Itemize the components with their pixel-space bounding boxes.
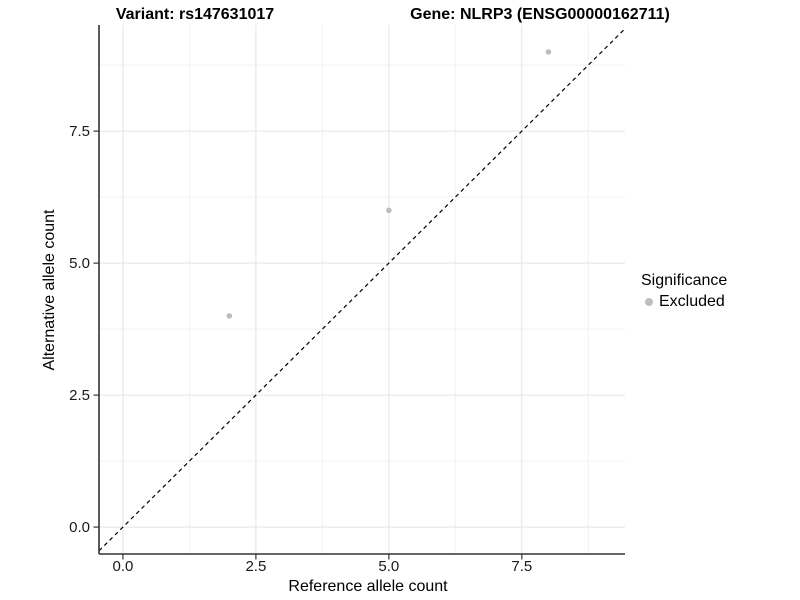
x-tick-label: 5.0 bbox=[378, 558, 399, 575]
y-tick-label: 0.0 bbox=[69, 519, 90, 536]
data-point bbox=[226, 313, 233, 319]
data-point bbox=[545, 49, 552, 55]
y-axis-label: Alternative allele count bbox=[41, 209, 58, 371]
x-axis-label: Reference allele count bbox=[288, 578, 448, 595]
plot-title-gene: Gene: NLRP3 (ENSG00000162711) bbox=[410, 6, 670, 23]
legend-point-icon bbox=[645, 298, 653, 306]
x-tick-label: 0.0 bbox=[113, 558, 134, 575]
x-tick-label: 2.5 bbox=[245, 558, 266, 575]
y-tick-label: 7.5 bbox=[69, 123, 90, 140]
data-points bbox=[226, 49, 552, 319]
legend-entry-label: Excluded bbox=[659, 293, 725, 310]
plot-title-variant: Variant: rs147631017 bbox=[115, 6, 275, 23]
x-tick-label: 7.5 bbox=[511, 558, 532, 575]
grid-minor bbox=[99, 25, 625, 554]
data-point bbox=[386, 207, 392, 214]
y-tick-label: 2.5 bbox=[69, 387, 90, 404]
legend-entry-excluded: Excluded bbox=[641, 293, 727, 311]
identity-line bbox=[98, 28, 626, 552]
grid-major bbox=[99, 25, 625, 554]
legend: Significance Excluded bbox=[641, 272, 727, 311]
y-tick-label: 5.0 bbox=[69, 255, 90, 272]
legend-title: Significance bbox=[641, 272, 728, 289]
